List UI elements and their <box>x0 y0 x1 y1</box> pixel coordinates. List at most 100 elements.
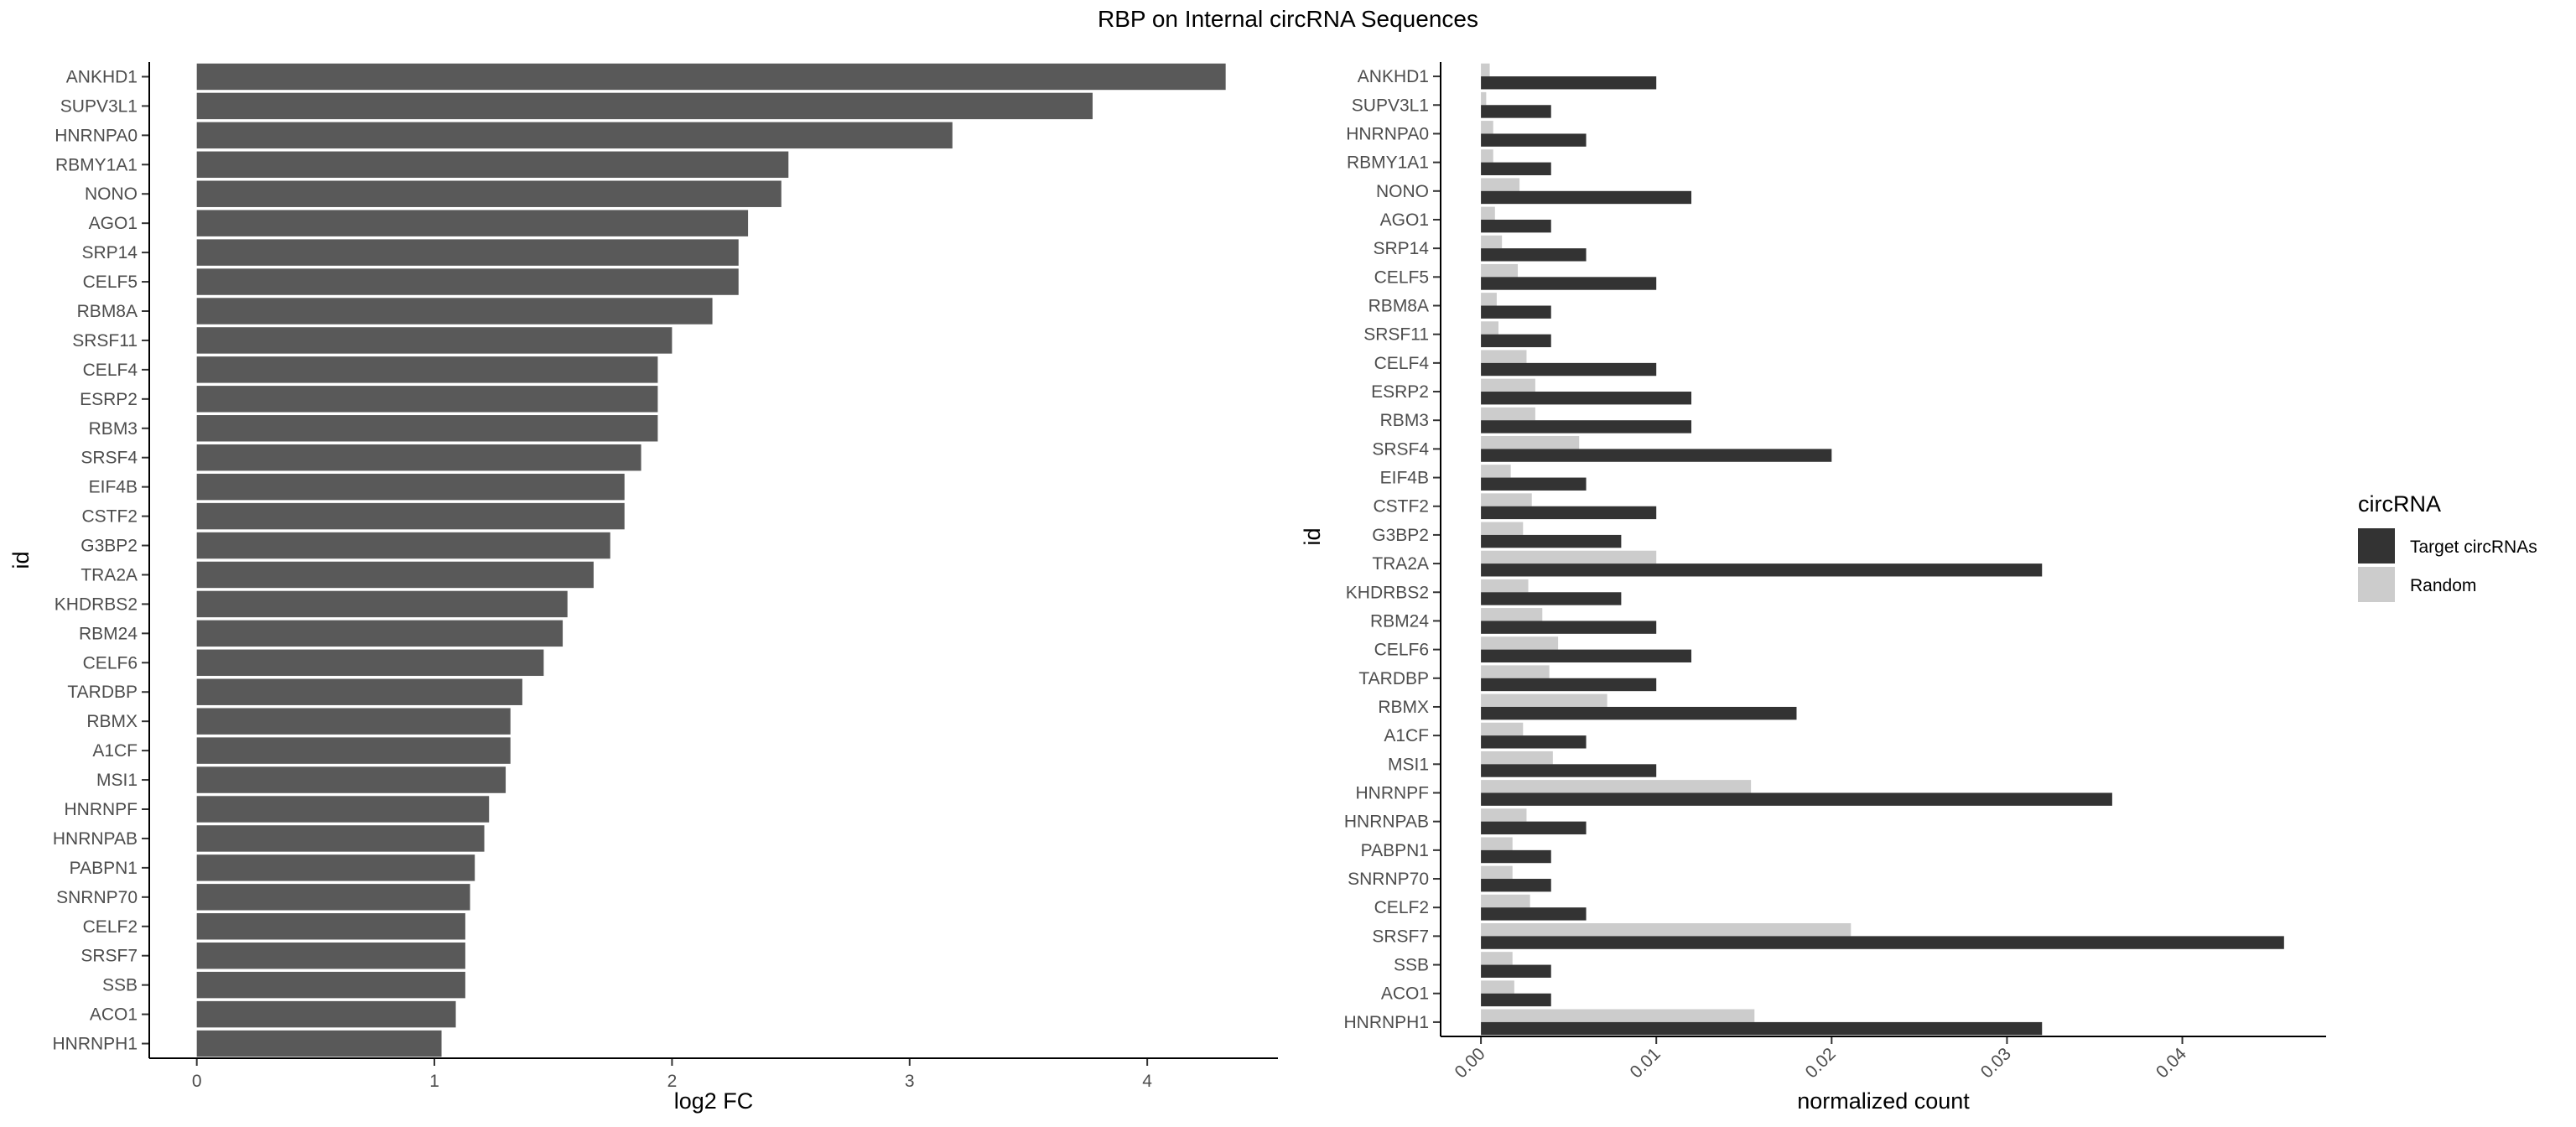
right-y-tick-label: SRSF4 <box>1372 439 1429 459</box>
bar-celf4 <box>196 356 658 383</box>
bar-random-supv3l1 <box>1481 91 1487 106</box>
bar-target-circrnas-cstf2 <box>1481 506 1657 520</box>
right-y-tick-label: KHDRBS2 <box>1346 583 1429 602</box>
normalized-count-bars <box>1481 63 2284 1036</box>
bar-hnrnpab <box>196 825 485 852</box>
bar-random-nono <box>1481 178 1520 191</box>
bar-target-circrnas-celf4 <box>1481 362 1657 377</box>
bar-celf2 <box>196 913 465 940</box>
left-y-tick-label: ANKHD1 <box>66 67 138 86</box>
right-y-tick-label: CELF4 <box>1374 354 1430 373</box>
bar-pabpn1 <box>196 854 475 881</box>
bar-target-circrnas-snrnp70 <box>1481 879 1551 892</box>
left-y-tick-label: ESRP2 <box>80 390 138 409</box>
bar-random-aco1 <box>1481 980 1514 994</box>
bar-target-circrnas-esrp2 <box>1481 392 1692 405</box>
bar-target-circrnas-khdrbs2 <box>1481 592 1622 605</box>
legend-label-target-circrnas: Target circRNAs <box>2410 538 2537 557</box>
bar-target-circrnas-hnrnph1 <box>1481 1021 2043 1036</box>
left-y-axis-title: id <box>8 551 34 569</box>
right-y-tick-label: ACO1 <box>1381 984 1429 1004</box>
right-x-tick-label: 0.01 <box>1627 1044 1665 1082</box>
bar-target-circrnas-msi1 <box>1481 764 1657 777</box>
bar-target-circrnas-hnrnpf <box>1481 792 2112 806</box>
left-y-tick-label: CELF5 <box>83 273 138 292</box>
right-y-tick-label: HNRNPAB <box>1344 813 1429 832</box>
right-y-tick-label: SSB <box>1394 956 1429 975</box>
left-y-tick-label: RBM3 <box>89 419 138 439</box>
bar-random-ankhd1 <box>1481 63 1490 77</box>
right-y-tick-label: NONO <box>1376 182 1429 201</box>
right-x-tick-label: 0.04 <box>2153 1044 2190 1082</box>
left-y-tick-label: HNRNPH1 <box>52 1035 138 1054</box>
bar-srsf4 <box>196 444 641 471</box>
right-y-tick-label: AGO1 <box>1380 210 1429 230</box>
left-y-tick-label: EIF4B <box>89 478 138 497</box>
right-y-tick-label: A1CF <box>1384 726 1429 745</box>
bar-random-srsf7 <box>1481 923 1852 937</box>
right-x-tick-label: 0.00 <box>1451 1044 1488 1082</box>
right-y-tick-label: RBM8A <box>1368 297 1429 316</box>
right-y-tick-label: SRP14 <box>1373 239 1429 258</box>
legend-swatch-target-circrnas <box>2358 528 2395 564</box>
right-y-tick-label: HNRNPA0 <box>1346 124 1429 143</box>
right-y-tick-label: MSI1 <box>1388 755 1429 774</box>
right-x-tick-label: 0.02 <box>1802 1044 1840 1082</box>
right-y-tick-label: RBM24 <box>1370 611 1429 631</box>
bar-rbm24 <box>196 620 564 647</box>
bar-random-celf6 <box>1481 636 1559 650</box>
left-x-tick-label: 3 <box>905 1072 915 1091</box>
bar-g3bp2 <box>196 532 610 559</box>
bar-esrp2 <box>196 386 658 413</box>
left-y-tick-label: SRP14 <box>81 243 138 262</box>
left-y-tick-label: RBMY1A1 <box>55 155 138 174</box>
left-y-tick-label: TARDBP <box>67 683 138 702</box>
bar-random-rbm24 <box>1481 608 1543 621</box>
bar-random-snrnp70 <box>1481 865 1513 880</box>
left-x-tick-label: 2 <box>667 1072 678 1091</box>
left-y-tick-label: SSB <box>102 976 138 995</box>
right-y-tick-label: RBMX <box>1378 698 1429 717</box>
legend: circRNA Target circRNAs Random <box>2358 491 2537 602</box>
bar-random-cstf2 <box>1481 493 1532 506</box>
bar-random-ssb <box>1481 952 1513 965</box>
right-y-tick-label: HNRNPH1 <box>1343 1013 1429 1032</box>
bar-target-circrnas-pabpn1 <box>1481 849 1551 864</box>
bar-target-circrnas-rbmy1a1 <box>1481 162 1551 175</box>
left-y-tick-label: SRSF11 <box>72 331 138 351</box>
right-y-tick-label: CELF5 <box>1374 267 1429 287</box>
left-y-tick-label: ACO1 <box>90 1005 138 1025</box>
left-y-tick-label: A1CF <box>92 741 138 761</box>
bar-hnrnpf <box>196 796 490 823</box>
bar-random-g3bp2 <box>1481 522 1524 535</box>
right-y-axis-title: id <box>1300 527 1325 545</box>
bar-random-hnrnpf <box>1481 780 1752 793</box>
left-y-tick-label: AGO1 <box>89 214 138 233</box>
left-y-tick-label: G3BP2 <box>80 537 138 556</box>
bar-celf5 <box>196 268 739 295</box>
legend-swatch-random <box>2358 567 2395 602</box>
bar-khdrbs2 <box>196 590 568 618</box>
normalized-count-bar-chart: ANKHD1 SUPV3L1 HNRNPA0 RBMY1A1 NONO AGO1 SRP14… <box>1300 62 2326 1114</box>
right-y-tick-label: CSTF2 <box>1373 497 1429 517</box>
bar-target-circrnas-srsf7 <box>1481 936 2284 949</box>
bar-random-celf5 <box>1481 263 1519 278</box>
left-y-tick-label: HNRNPF <box>65 800 138 819</box>
bar-random-srsf11 <box>1481 321 1499 335</box>
left-y-tick-label: MSI1 <box>96 771 138 790</box>
bar-rbm3 <box>196 415 658 442</box>
right-x-ticks: 0.00 0.01 0.02 0.03 0.04 <box>1451 1036 2190 1082</box>
bar-rbmy1a1 <box>196 151 789 179</box>
left-y-tick-label: CELF6 <box>83 653 138 673</box>
bar-target-circrnas-a1cf <box>1481 735 1587 749</box>
left-y-tick-label: PABPN1 <box>70 859 138 878</box>
right-y-tick-label: CELF2 <box>1374 898 1429 917</box>
bar-random-hnrnph1 <box>1481 1009 1755 1022</box>
left-y-tick-label: TRA2A <box>80 565 138 584</box>
right-y-tick-label: TRA2A <box>1372 554 1429 574</box>
left-y-tick-label: SRSF4 <box>80 449 138 468</box>
bar-rbmx <box>196 708 511 735</box>
bar-random-msi1 <box>1481 750 1553 765</box>
bar-target-circrnas-srsf4 <box>1481 449 1832 462</box>
